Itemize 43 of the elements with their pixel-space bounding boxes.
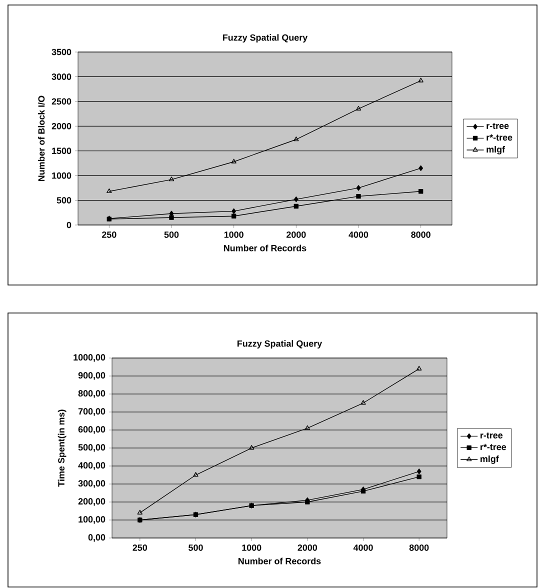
chart-title: Fuzzy Spatial Query (222, 34, 308, 43)
y-tick-label: 600,00 (78, 426, 106, 434)
x-tick-label: 2000 (298, 544, 318, 551)
x-tick-label: 1000 (224, 232, 244, 238)
legend-label: r-tree (486, 123, 509, 129)
x-axis-title: Number of Records (224, 244, 306, 252)
y-tick-label: 800,00 (78, 390, 106, 398)
x-tick-label: 8000 (409, 544, 429, 551)
y-tick-label: 0,00 (88, 534, 106, 542)
y-tick-label: 300,00 (78, 480, 106, 488)
x-tick-label: 250 (102, 232, 116, 238)
y-tick-label: 1000 (52, 172, 72, 179)
y-tick-label: 1000,00 (74, 354, 106, 362)
x-tick-label: 1000 (242, 544, 262, 551)
x-tick-label: 4000 (348, 232, 368, 238)
x-axis-title: Number of Records (238, 558, 321, 564)
legend-label: r*-tree (480, 444, 506, 450)
y-tick-label: 100,00 (78, 516, 106, 524)
y-tick-label: 2500 (52, 98, 72, 105)
y-tick-label: 500,00 (78, 444, 106, 452)
y-tick-label: 3000 (52, 74, 72, 80)
y-tick-label: 200,00 (78, 498, 106, 506)
x-tick-label: 8000 (411, 232, 430, 238)
chart-title: Fuzzy Spatial Query (237, 340, 322, 349)
legend-label: mlgf (486, 146, 506, 154)
y-tick-label: 1500 (52, 148, 72, 154)
y-tick-label: 900,00 (78, 372, 106, 380)
y-axis-title: Number of Block I/O (38, 96, 45, 182)
legend-label: r*-tree (486, 134, 512, 141)
y-tick-label: 400,00 (78, 462, 106, 470)
y-tick-label: 2000 (52, 122, 72, 130)
x-tick-label: 4000 (353, 544, 373, 551)
legend-label: r-tree (480, 432, 503, 438)
legend-label: mlgf (480, 455, 499, 464)
x-tick-label: 500 (164, 232, 179, 238)
y-axis-title: Time Spent(in ms) (58, 410, 66, 487)
y-tick-label: 700,00 (78, 408, 106, 416)
x-tick-label: 250 (132, 544, 148, 551)
y-tick-label: 500 (56, 197, 72, 204)
x-tick-label: 500 (188, 544, 203, 551)
y-tick-label: 0 (66, 222, 72, 228)
x-tick-label: 2000 (286, 232, 306, 238)
y-tick-label: 3500 (52, 48, 72, 56)
